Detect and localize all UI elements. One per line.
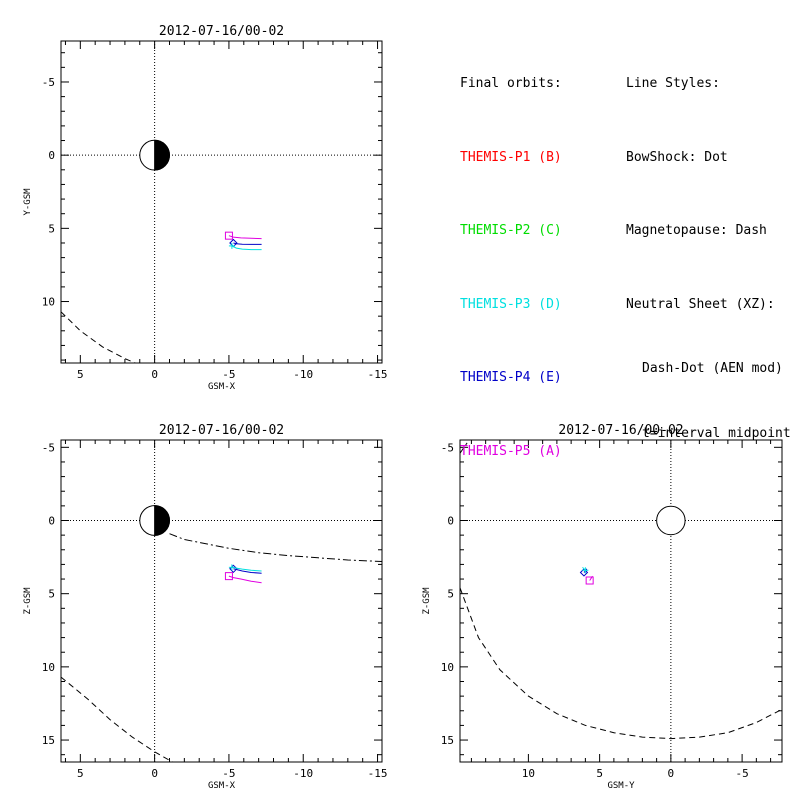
panel-yz: 10 5 0 -5 -5 0 5 10 15 2012-07-16/00-02 GSM-Y Z-GSM [422,423,783,791]
y-tick-label: 10 [42,296,55,309]
style-neutral-sheet: Neutral Sheet (XZ): [626,296,775,312]
boundary-magnetopause [460,587,782,740]
marker-square [585,576,594,585]
y-tick-label: 15 [42,734,55,747]
y-axis-label: Y-GSM [23,188,33,216]
x-tick-label: -10 [293,767,313,780]
x-tick-label: -15 [368,767,388,780]
boundary-magnetopause [61,311,136,363]
plot-area [460,440,782,762]
y-tick-label: 0 [447,515,454,528]
y-tick-label: -5 [441,441,454,454]
plot-frame [459,439,783,763]
panel-xz: 5 0 -5 -10 -15 -5 0 5 10 15 2012-07-16/00-02 GSM-X Z… [23,423,387,791]
plot-title: 2012-07-16/00-02 [159,423,284,438]
marker-diamond [579,568,589,577]
marker-square [224,572,233,581]
x-axis-label: GSM-Y [607,781,635,791]
legend-item-p2: THEMIS-P2 (C) [460,223,562,238]
x-tick-label: -5 [222,767,235,780]
plot-title: 2012-07-16/00-02 [159,24,284,39]
y-tick-label: 0 [48,515,55,528]
boundary-neutral-sheet [169,533,382,562]
y-tick-label: 5 [48,222,55,235]
style-bowshock: BowShock: Dot [626,149,728,165]
legend-styles-title: Line Styles: [626,76,720,91]
boundary-magnetopause [61,676,173,762]
y-axis-label: Z-GSM [422,587,432,615]
y-axis-label: Z-GSM [23,587,33,615]
x-tick-label: 0 [151,767,158,780]
x-tick-label: 10 [522,767,535,780]
style-time-note: t=interval midpoint [642,426,791,441]
earth-night-side [154,505,170,536]
earth [656,505,686,536]
x-tick-label: 5 [77,368,84,381]
y-tick-label: 15 [441,734,454,747]
style-neutral-sheet-detail: Dash-Dot (AEN mod) [642,361,783,376]
panel-xy: 5 0 -5 -10 -15 -5 0 5 10 2012-07-16/00-02 GSM-X Y-G… [23,24,387,392]
orbit-line [228,235,262,240]
y-tick-label: 10 [42,661,55,674]
x-tick-label: 0 [668,767,675,780]
marker-square [224,231,233,240]
orbit-line [233,242,262,245]
y-tick-label: -5 [42,76,55,89]
legend-orbits: Final orbits: THEMIS-P1 (B) THEMIS-P2 (C… [460,23,562,489]
plot-frame [60,40,383,364]
plot-title: 2012-07-16/00-02 [558,423,683,438]
marker-diamond [229,564,238,574]
x-tick-label: 5 [77,767,84,780]
legend-line-styles: Line Styles: BowShock: Dot Magnetopause:… [626,23,791,467]
orbit-line [233,568,262,574]
x-tick-label: -10 [293,368,313,381]
plot-area [61,41,382,363]
x-axis-label: GSM-X [208,382,236,392]
y-tick-label: 5 [48,588,55,601]
x-axis-label: GSM-X [208,781,236,791]
x-tick-label: 0 [151,368,158,381]
y-tick-label: 5 [447,588,454,601]
x-tick-label: 5 [596,767,603,780]
legend-orbits-title: Final orbits: [460,76,562,91]
x-tick-label: -5 [222,368,235,381]
legend-item-p3: THEMIS-P3 (D) [460,296,562,312]
orbit-line [231,245,262,251]
y-tick-label: -5 [42,441,55,454]
x-tick-label: -5 [735,767,748,780]
plot-area [61,440,382,762]
legend-item-p1: THEMIS-P1 (B) [460,149,562,165]
x-tick-label: -15 [368,368,388,381]
y-tick-label: 0 [48,149,55,162]
plot-frame [60,439,383,763]
legend-item-p4: THEMIS-P4 (E) [460,370,562,385]
boundary-magnetopause-lower [460,442,468,454]
legend-item-p5: THEMIS-P5 (A) [460,443,562,459]
y-tick-label: 10 [441,661,454,674]
orbit-line [228,575,262,584]
style-magnetopause: Magnetopause: Dash [626,223,767,238]
earth-night-side [154,139,170,171]
